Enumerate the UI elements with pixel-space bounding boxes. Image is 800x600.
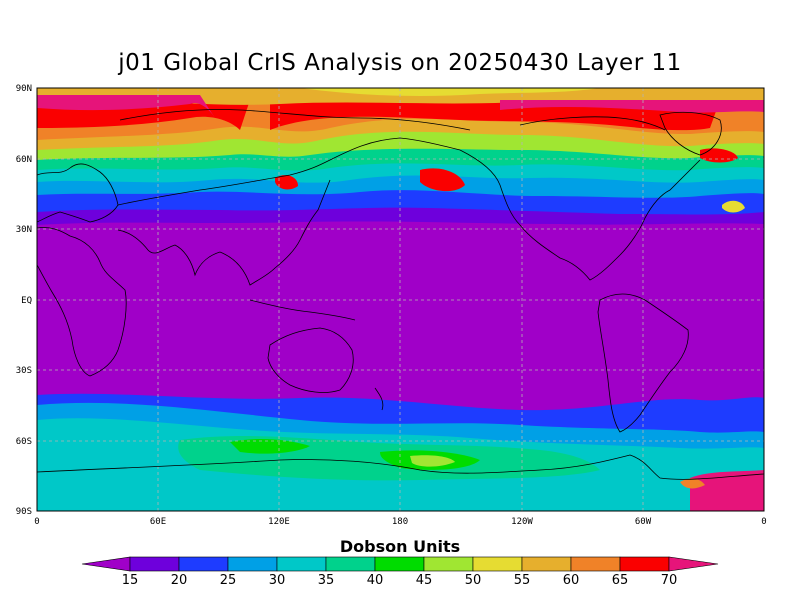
- colorbar-tick-label: 30: [269, 573, 286, 588]
- colorbar-swatch: [472, 556, 523, 572]
- field-south-35-pole: [37, 470, 764, 511]
- coast-asia: [117, 137, 461, 206]
- colorbar-swatch: [178, 556, 229, 572]
- lon-label: 60W: [635, 517, 652, 527]
- colorbar-swatch: [423, 556, 474, 572]
- colorbar-tick-label: 25: [220, 573, 237, 588]
- colorbar-tick-label: 55: [514, 573, 531, 588]
- colorbar-swatch: [325, 556, 376, 572]
- lon-label: 0: [761, 517, 766, 527]
- coast-indonesia: [249, 299, 356, 321]
- field-north-hot-a: [420, 168, 465, 192]
- lat-label: 90S: [16, 507, 32, 517]
- coast-se-asia: [219, 179, 331, 286]
- coast-africa: [37, 227, 127, 377]
- colorbar-tick-label: 40: [367, 573, 384, 588]
- field-north-pole-60: [37, 88, 764, 107]
- colorbar-swatch: [227, 556, 278, 572]
- coast-arctic-russia: [119, 109, 471, 131]
- colorbar-swatch: [374, 556, 425, 572]
- field-north-80b: [500, 100, 764, 113]
- colorbar-swatch: [129, 556, 180, 572]
- coastlines: [37, 109, 764, 480]
- lat-label: EQ: [21, 296, 32, 306]
- colorbar-swatch: [276, 556, 327, 572]
- colorbar-title: Dobson Units: [339, 537, 461, 556]
- field-north-80: [37, 95, 215, 118]
- colorbar-tick-label: 50: [465, 573, 482, 588]
- coast-south-america: [597, 293, 689, 433]
- colorbar-swatch: [619, 556, 670, 572]
- lon-label: 60E: [150, 517, 166, 527]
- lon-label: 120W: [511, 517, 533, 527]
- colorbar-tick-label: 70: [661, 573, 678, 588]
- colorbar-swatch-low: [81, 556, 131, 572]
- colorbar-tick-label: 15: [122, 573, 139, 588]
- colorbar-tick-label: 60: [563, 573, 580, 588]
- coast-canada-arctic: [519, 116, 666, 131]
- colorbar-tick-label: 20: [171, 573, 188, 588]
- map-frame: [36, 87, 765, 512]
- field-south-45: [230, 439, 310, 454]
- field-south-50: [410, 455, 455, 467]
- colorbar-tick-label: 45: [416, 573, 433, 588]
- grid: [37, 88, 764, 511]
- coast-north-america: [459, 149, 701, 281]
- lat-label: 60N: [16, 155, 32, 165]
- plot-title: j01 Global CrIS Analysis on 20250430 Lay…: [118, 50, 682, 76]
- coast-arabia-india: [117, 229, 221, 277]
- coast-australia: [267, 327, 354, 393]
- lon-label: 0: [34, 517, 39, 527]
- lon-label: 120E: [268, 517, 290, 527]
- colorbar-tick-labels: 15 20 25 30 35 40 45 50 55 60 65 70: [122, 573, 678, 588]
- lat-labels: 90N 60N 30N EQ 30S 60S 90S: [16, 84, 32, 517]
- field-north-hot-c: [722, 200, 745, 213]
- coast-antarctica: [37, 454, 764, 480]
- lat-label: 60S: [16, 437, 32, 447]
- colorbar-swatches: [81, 556, 719, 572]
- lat-label: 30N: [16, 225, 32, 235]
- colorbar-swatch: [521, 556, 572, 572]
- colorbar-swatch: [570, 556, 621, 572]
- field-south-65: [690, 470, 764, 511]
- colorbar-swatch-high: [668, 556, 719, 572]
- lat-label: 90N: [16, 84, 32, 94]
- coast-greenland: [659, 111, 722, 156]
- lat-label: 30S: [16, 366, 32, 376]
- lon-labels: 0 60E 120E 180 120W 60W 0: [34, 517, 766, 527]
- field-north-pole-55: [300, 88, 600, 96]
- field-north-hot-d: [275, 175, 298, 190]
- lon-label: 180: [392, 517, 408, 527]
- colorbar-tick-label: 65: [612, 573, 629, 588]
- coast-new-zealand: [374, 387, 384, 411]
- colorbar-tick-label: 35: [318, 573, 335, 588]
- field-south-60: [680, 478, 705, 489]
